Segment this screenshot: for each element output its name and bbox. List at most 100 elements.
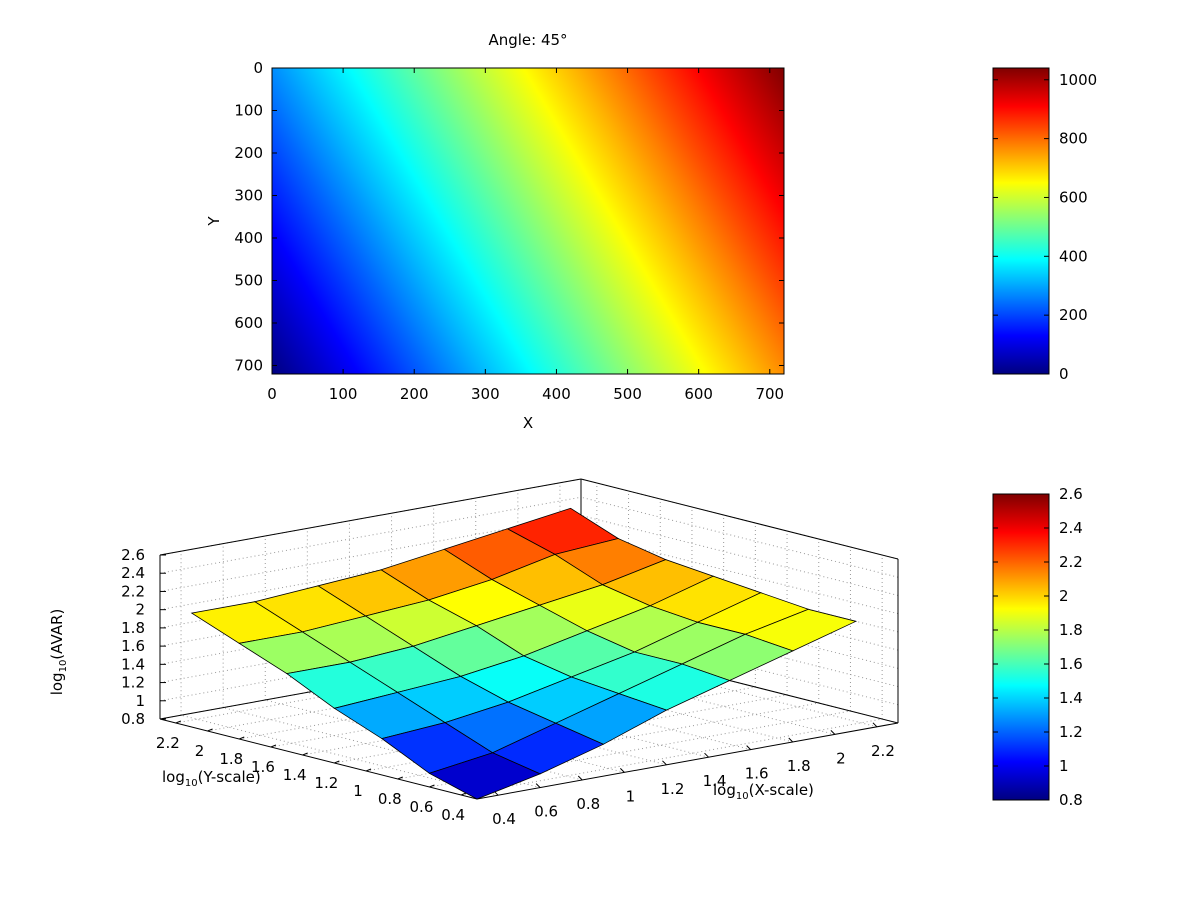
colorbar-tick-label: 2.2 [1059, 553, 1083, 571]
heatmap-x-tick-label: 200 [400, 385, 429, 403]
heatmap-y-axis-label: Y [205, 216, 223, 227]
surface-x-tick-label: 1.4 [703, 772, 727, 790]
surface-x-tick [535, 783, 541, 788]
surface-z-tick-label: 1.2 [121, 674, 145, 692]
heatmap-image [272, 68, 784, 374]
heatmap-colorbar: 0 200 400 600 800 1000 [992, 67, 1097, 383]
surface-x-tick [788, 737, 794, 743]
surface-grid-line [461, 718, 883, 796]
heatmap-x-ticks: 0 100 200 300 400 500 600 700 [267, 68, 784, 403]
surface-z-axis-label: log10(AVAR) [48, 609, 69, 696]
surface-axis-y [159, 718, 478, 800]
heatmap-x-tick-label: 700 [755, 385, 784, 403]
surface-y-tick-label: 0.6 [410, 798, 434, 816]
surface-y-tick [397, 776, 403, 780]
surface-grid-line [265, 699, 583, 781]
colorbar-tick-label: 0.8 [1059, 791, 1083, 809]
heatmap-y-tick-label: 700 [234, 357, 263, 375]
surface-x-ticks: 0.4 0.6 0.8 1 1.2 1.4 1.6 1.8 2 2.2 [492, 722, 895, 828]
surface-patches [190, 507, 858, 800]
surface-x-tick [746, 745, 752, 750]
surface-x-tick [872, 722, 878, 728]
surface-y-tick-label: 1.4 [283, 766, 307, 784]
surface-grid-line [180, 714, 499, 796]
surface-colorbar-frame [992, 493, 1050, 801]
surface-grid-line [159, 496, 582, 574]
colorbar-tick-label: 2 [1059, 587, 1069, 605]
surface-grid-line [397, 702, 819, 780]
heatmap-y-tick-label: 200 [234, 144, 263, 162]
surface-z-tick-label: 1 [135, 692, 145, 710]
surface-colorbar-fill [993, 494, 1049, 800]
surface-box-edge [580, 478, 899, 560]
surface-z-tick-label: 1.4 [121, 655, 145, 673]
surface-z-tick-label: 2.4 [121, 564, 145, 582]
surface-y-tick [207, 728, 213, 732]
surface-chart: 0.811.21.41.61.822.22.42.6 0.4 0.6 0.8 1 1.2… [48, 478, 899, 828]
surface-patch [428, 752, 542, 800]
surface-x-tick-label: 1 [626, 787, 636, 805]
surface-y-tick-label: 2.2 [156, 734, 180, 752]
surface-grid-line [580, 496, 899, 578]
colorbar-tick-label: 600 [1059, 188, 1088, 206]
surface-grid-line [365, 694, 788, 772]
surface-z-tick-label: 2.2 [121, 582, 145, 600]
surface-y-axis-label: log10(Y-scale) [162, 768, 261, 789]
surface-x-tick [830, 730, 836, 735]
colorbar-tick-label: 2.4 [1059, 519, 1083, 537]
surface-colorbar: 0.8 1 1.2 1.4 1.6 1.8 2 2.2 2.4 2.6 [992, 485, 1083, 809]
colorbar-tick-label: 200 [1059, 306, 1088, 324]
surface-grid-line [429, 710, 851, 788]
heatmap-x-tick-label: 600 [684, 385, 713, 403]
heatmap-y-tick-label: 0 [253, 59, 263, 77]
colorbar-tick-label: 1.8 [1059, 621, 1083, 639]
surface-z-tick-label: 1.6 [121, 637, 145, 655]
colorbar-tick-label: 1 [1059, 757, 1069, 775]
surface-y-tick [302, 752, 308, 756]
surface-z-tick-label: 2 [135, 601, 145, 619]
surface-y-tick [270, 744, 277, 748]
colorbar-tick-label: 2.6 [1059, 485, 1083, 503]
surface-x-axis-label: log10(X-scale) [713, 781, 814, 802]
surface-y-ticks: 0.4 0.6 0.8 1 1.2 1.4 1.6 1.8 2 2.2 [156, 720, 467, 824]
heatmap-y-tick-label: 300 [234, 187, 263, 205]
heatmap-x-axis-label: X [523, 414, 533, 432]
surface-y-tick-label: 1.8 [219, 750, 243, 768]
surface-y-tick [239, 736, 245, 740]
surface-z-tick-label: 1.8 [121, 619, 145, 637]
surface-y-tick [429, 784, 435, 788]
surface-z-tick-label: 2.6 [121, 546, 145, 564]
heatmap-x-tick-label: 400 [542, 385, 571, 403]
surface-z-ticks: 0.811.21.41.61.822.22.42.6 [121, 546, 166, 728]
surface-x-tick [662, 760, 667, 766]
colorbar-tick-label: 1.4 [1059, 689, 1083, 707]
surface-y-tick-label: 1.6 [251, 758, 275, 776]
heatmap-x-tick-label: 0 [267, 385, 277, 403]
surface-y-tick-label: 0.4 [441, 806, 465, 824]
heatmap-x-tick-label: 500 [613, 385, 642, 403]
heatmap-x-tick-label: 100 [329, 385, 358, 403]
heatmap-frame [271, 67, 785, 375]
surface-x-tick-label: 2 [836, 749, 846, 767]
colorbar-tick-label: 800 [1059, 130, 1088, 148]
surface-y-tick [334, 760, 340, 764]
surface-x-tick-label: 1.6 [745, 765, 769, 783]
surface-x-tick [577, 775, 583, 781]
heatmap-y-tick-label: 600 [234, 314, 263, 332]
surface-y-tick [365, 768, 372, 772]
surface-colorbar-ticks: 0.8 1 1.2 1.4 1.6 1.8 2 2.2 2.4 2.6 [993, 485, 1083, 809]
heatmap-chart: Angle: 45° 0 100 200 300 400 500 600 700 0 100 20… [205, 31, 785, 432]
surface-y-tick-label: 1.2 [314, 774, 338, 792]
surface-x-tick [704, 752, 709, 758]
heatmap-colorbar-ticks: 0 200 400 600 800 1000 [993, 71, 1097, 383]
heatmap-y-ticks: 0 100 200 300 400 500 600 700 [234, 59, 784, 375]
surface-x-tick [619, 768, 625, 773]
surface-x-tick-label: 1.8 [787, 757, 811, 775]
heatmap-title: Angle: 45° [488, 31, 567, 49]
heatmap-y-tick-label: 400 [234, 229, 263, 247]
surface-x-tick-label: 1.2 [661, 780, 685, 798]
surface-y-tick-label: 2 [195, 742, 205, 760]
surface-x-tick-label: 0.8 [576, 795, 600, 813]
heatmap-y-tick-label: 500 [234, 272, 263, 290]
